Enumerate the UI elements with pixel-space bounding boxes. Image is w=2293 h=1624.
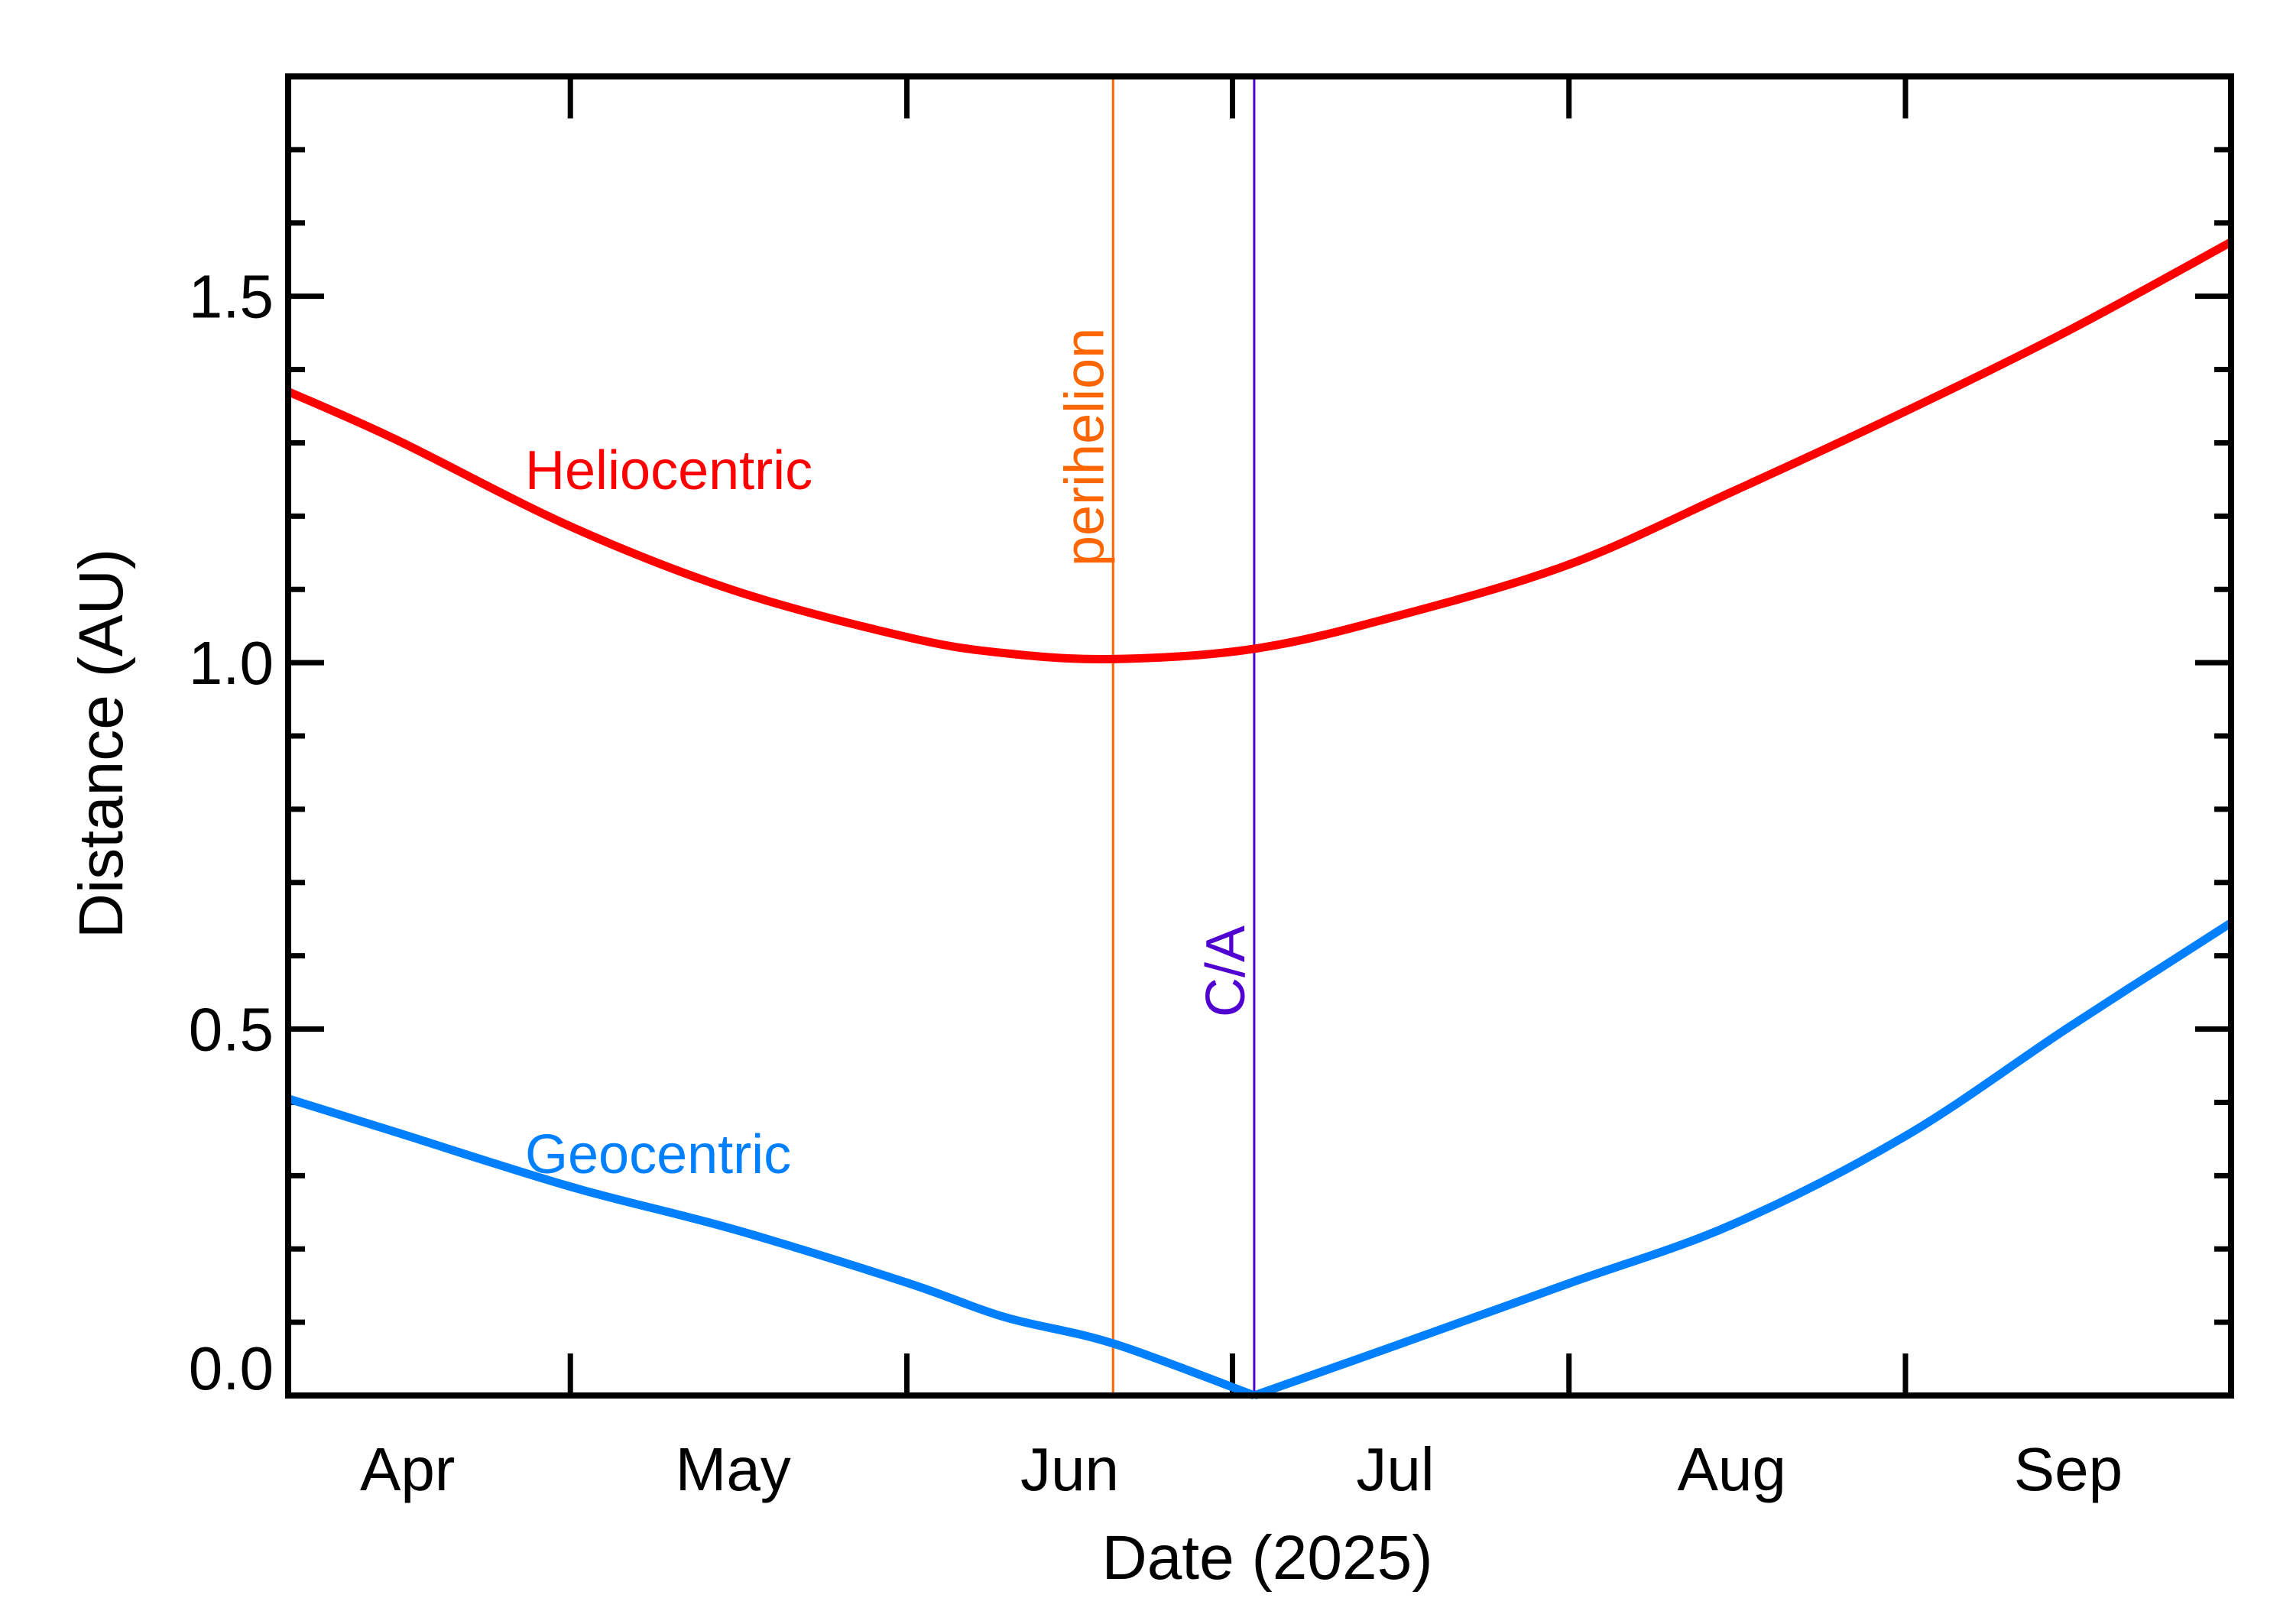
marker-label: perihelion: [1054, 328, 1115, 566]
x-axis-label: Date (2025): [1101, 1523, 1432, 1593]
x-tick-label: Sep: [2014, 1435, 2123, 1503]
plot-frame: [285, 73, 2234, 1399]
y-axis-label: Distance (AU): [66, 549, 136, 938]
series-label-heliocentric: Heliocentric: [525, 440, 812, 501]
x-tick-label: Aug: [1678, 1435, 1786, 1503]
event-markers: perihelion C/A: [1054, 76, 1257, 1395]
x-tick-label: Jul: [1356, 1435, 1434, 1503]
y-tick-label: 1.5: [189, 263, 274, 331]
series-lines: [286, 238, 2233, 1400]
x-tick-label: Apr: [360, 1435, 456, 1503]
y-tick-label: 0.5: [189, 996, 274, 1064]
x-tick-label: May: [676, 1435, 791, 1503]
y-tick-label: 1.0: [189, 629, 274, 697]
tick-labels: 0.0 0.5 1.0 1.5 Apr May Jun Jul Aug Sep: [189, 263, 2123, 1503]
series-line-geocentric: [287, 919, 2233, 1400]
y-tick-label: 0.0: [189, 1334, 274, 1402]
marker-label: C/A: [1195, 925, 1257, 1017]
x-tick-label: Jun: [1020, 1435, 1119, 1503]
axis-ticks: [288, 76, 2231, 1395]
series-label-geocentric: Geocentric: [525, 1124, 791, 1185]
series-line-heliocentric: [286, 238, 2233, 663]
